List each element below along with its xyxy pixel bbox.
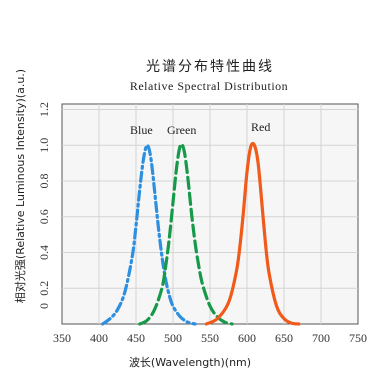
grid-lines xyxy=(62,104,358,324)
x-axis-label: 波长(Wavelength)(nm) xyxy=(129,356,251,369)
x-tick-label: 350 xyxy=(53,331,71,345)
y-tick-label: 0.4 xyxy=(37,245,51,260)
y-tick-label: 1.0 xyxy=(37,138,51,153)
series-line-blue xyxy=(101,143,197,326)
series-label-green: Green xyxy=(167,123,196,137)
x-tick-label: 450 xyxy=(127,331,145,345)
x-tick-label: 650 xyxy=(275,331,293,345)
series-label-blue: Blue xyxy=(130,123,153,137)
y-axis-label: 相对光强(Relative Luminous Intensity)(a.u.) xyxy=(13,69,27,303)
x-tick-label: 550 xyxy=(201,331,219,345)
y-tick-label: 0.2 xyxy=(37,281,51,296)
x-tick-labels: 350 400 450 500 550 600 650 700 750 xyxy=(53,331,367,345)
series-line-green xyxy=(138,142,234,326)
series-line-red xyxy=(204,141,301,326)
x-tick-label: 500 xyxy=(164,331,182,345)
x-tick-label: 600 xyxy=(238,331,256,345)
y-tick-labels: 0 0.2 0.4 0.6 0.8 1.0 1.2 xyxy=(37,102,51,309)
y-tick-label: 0.6 xyxy=(37,209,51,224)
chart-title: 光谱分布特性曲线 xyxy=(146,59,274,75)
y-tick-label: 0 xyxy=(37,303,51,309)
y-tick-label: 1.2 xyxy=(37,102,51,117)
series-layer xyxy=(101,141,301,326)
x-tick-label: 700 xyxy=(312,331,330,345)
x-tick-label: 400 xyxy=(90,331,108,345)
chart-subtitle: Relative Spectral Distribution xyxy=(130,79,288,93)
y-tick-label: 0.8 xyxy=(37,174,51,189)
x-tick-label: 750 xyxy=(349,331,367,345)
series-label-red: Red xyxy=(251,120,270,134)
